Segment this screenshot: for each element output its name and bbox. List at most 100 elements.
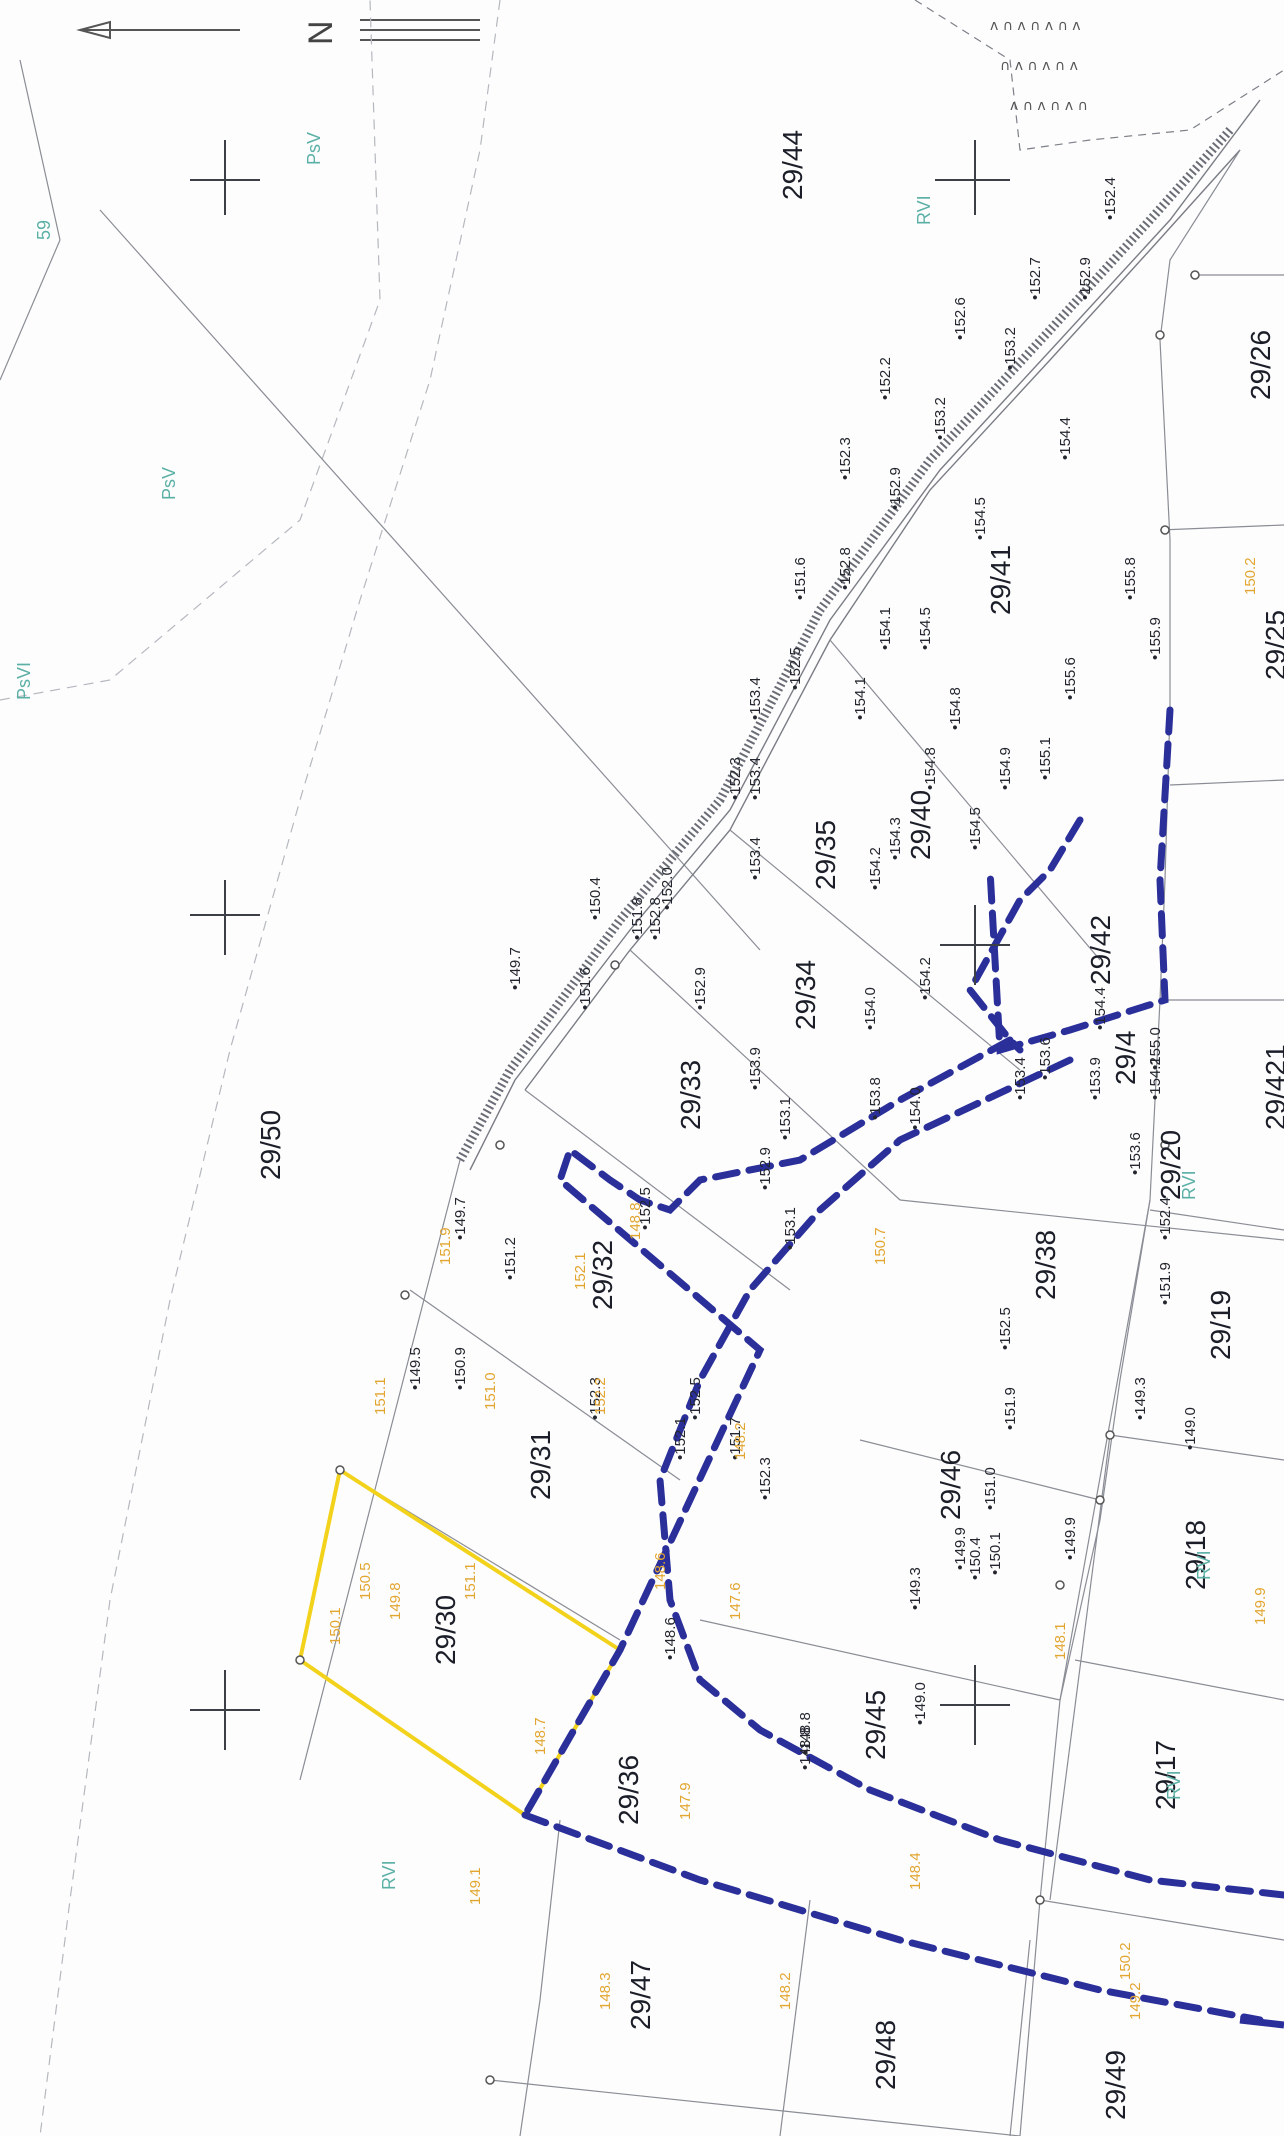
parcel-label: 29/26 [1245, 330, 1276, 400]
parcel-label: 29/19 [1205, 1290, 1236, 1360]
spot-height: •149.0 [912, 1682, 929, 1725]
spot-height: •152.1 [672, 1417, 689, 1460]
spot-height: •148.8 [797, 1727, 814, 1770]
spot-height: •153.2 [1002, 327, 1019, 370]
spot-height: •151.6 [577, 967, 594, 1010]
spot-height-secondary: 148.7 [532, 1717, 549, 1755]
spot-height: •152.5 [787, 647, 804, 690]
spot-height: •151.0 [982, 1467, 999, 1510]
elevation-labels: •152.4 •152.7 •152.9 •152.6 •153.2 •152.2 •153… [407, 177, 1199, 1770]
spot-height-secondary: 148.2 [732, 1422, 749, 1460]
spot-height: •152.9 [887, 467, 904, 510]
spot-height: •154.2 [917, 957, 934, 1000]
parcel-label: 29/20 [1155, 1130, 1186, 1200]
spot-height: •155.6 [1062, 657, 1079, 700]
parcel-label: 29/45 [860, 1690, 891, 1760]
spot-height: •152.3 [837, 437, 854, 480]
svg-text:RVI: RVI [379, 1860, 399, 1890]
spot-height-secondary: 150.5 [357, 1562, 374, 1600]
svg-text:ᴧ ∩ ᴧ ∩ ᴧ ∩: ᴧ ∩ ᴧ ∩ ᴧ ∩ [1010, 98, 1088, 114]
spot-height: •153.1 [777, 1097, 794, 1140]
spot-height-secondary: 151.1 [462, 1562, 479, 1600]
svg-text:PsV: PsV [159, 467, 179, 500]
contour-lines [0, 0, 761, 2136]
spot-height-secondary: 152.1 [572, 1252, 589, 1290]
spot-height: •154.5 [967, 807, 984, 850]
spot-height-secondary: 149.1 [467, 1867, 484, 1905]
svg-text:PsV: PsV [304, 132, 324, 165]
spot-height: •155.9 [1147, 617, 1164, 660]
spot-height: •152.9 [1077, 257, 1094, 300]
spot-height: •152.3 [587, 1377, 604, 1420]
spot-height: •150.4 [587, 877, 604, 920]
spot-height: •150.4 [967, 1537, 984, 1580]
parcel-label: 29/32 [587, 1240, 618, 1310]
spot-height: •152.7 [1027, 257, 1044, 300]
spot-height-secondary: 151.1 [372, 1377, 389, 1415]
svg-text:ᴧ ∩ ᴧ ∩ ᴧ ∩ ᴧ: ᴧ ∩ ᴧ ∩ ᴧ ∩ ᴧ [990, 18, 1081, 34]
spot-height-secondary: 148.3 [597, 1972, 614, 2010]
spot-height: •154.2 [867, 847, 884, 890]
spot-height: •153.4 [747, 677, 764, 720]
spot-height: •154.2 [1147, 1057, 1164, 1100]
parcel-label: 29/47 [625, 1960, 656, 2030]
svg-text:∩ ᴧ ∩ ᴧ ∩ ᴧ: ∩ ᴧ ∩ ᴧ ∩ ᴧ [1000, 58, 1078, 74]
spot-height: •152.6 [952, 297, 969, 340]
spot-height-secondary: 148.6 [652, 1552, 669, 1590]
parcel-label: 29/31 [525, 1430, 556, 1500]
parcel-label: 29/36 [613, 1755, 644, 1825]
parcel-label: 29/421 [1260, 1044, 1284, 1130]
svg-text:PsVI: PsVI [14, 662, 34, 700]
svg-text:RVI: RVI [1194, 1550, 1214, 1580]
spot-height: •154.9 [997, 747, 1014, 790]
spot-height: •153.4 [1012, 1057, 1029, 1100]
parcel-label: 29/30 [430, 1595, 461, 1665]
spot-height: •152.8 [647, 897, 664, 940]
spot-height: •154.0 [907, 1087, 924, 1130]
parcel-labels: 29/44 29/50 29/26 29/25 29/41 29/40 29/3… [255, 130, 1284, 2120]
spot-height: •154.4 [1092, 987, 1109, 1030]
spot-height: •154.3 [887, 817, 904, 860]
spot-height: •149.0 [1182, 1407, 1199, 1450]
spot-height: •152.5 [687, 1377, 704, 1420]
spot-height: •155.0 [1147, 1027, 1164, 1070]
parcel-label: 29/25 [1260, 610, 1284, 680]
spot-height-secondary: 150.7 [872, 1227, 889, 1265]
parcel-label: 29/34 [790, 960, 821, 1030]
spot-height: •154.4 [1057, 417, 1074, 460]
parcel-label: 29/48 [870, 2020, 901, 2090]
spot-height-secondary: 148.4 [907, 1852, 924, 1890]
spot-height: •154.0 [862, 987, 879, 1030]
spot-height-secondary: 152.2 [592, 1377, 609, 1415]
spot-height: •152.4 [1157, 1197, 1174, 1240]
spot-height: •149.3 [907, 1567, 924, 1610]
spot-height: •149.7 [507, 947, 524, 990]
spot-height: •153.2 [932, 397, 949, 440]
spot-height: •148.6 [662, 1617, 679, 1660]
spot-height-secondary: 149.9 [1252, 1587, 1269, 1625]
spot-height: •152.3 [727, 757, 744, 800]
parcel-label: 29/33 [675, 1060, 706, 1130]
parcel-label: 29/17 [1150, 1740, 1181, 1810]
spot-height: •154.1 [852, 677, 869, 720]
spot-height: •149.9 [952, 1527, 969, 1570]
spot-height: •154.5 [917, 607, 934, 650]
spot-height-secondary: 151.9 [437, 1227, 454, 1265]
spot-height: •151.2 [502, 1237, 519, 1280]
spot-height: •152.5 [637, 1187, 654, 1230]
parcel-label: 29/35 [810, 820, 841, 890]
spot-height: •152.8 [837, 547, 854, 590]
spot-height: •155.1 [1037, 737, 1054, 780]
spot-height: •149.7 [452, 1197, 469, 1240]
spot-height: •151.7 [727, 1417, 744, 1460]
parcel-label: 29/42 [1085, 915, 1116, 985]
land-class-labels: PsV PsV PsVI RVI RVI RVI RVI RVI 59 [14, 132, 1214, 1890]
spot-height-secondary: 150.2 [1242, 557, 1259, 595]
spot-height-secondary: 147.6 [727, 1582, 744, 1620]
north-arrow-icon: N [76, 19, 480, 45]
parcel-label: 29/46 [935, 1450, 966, 1520]
forest-area: ᴧ ∩ ᴧ ∩ ᴧ ∩ ᴧ ∩ ᴧ ∩ ᴧ ∩ ᴧ ᴧ ∩ ᴧ ∩ ᴧ ∩ [914, 0, 1284, 151]
parcel-lines [299, 149, 1284, 2136]
spot-height: •152.4 [1102, 177, 1119, 220]
